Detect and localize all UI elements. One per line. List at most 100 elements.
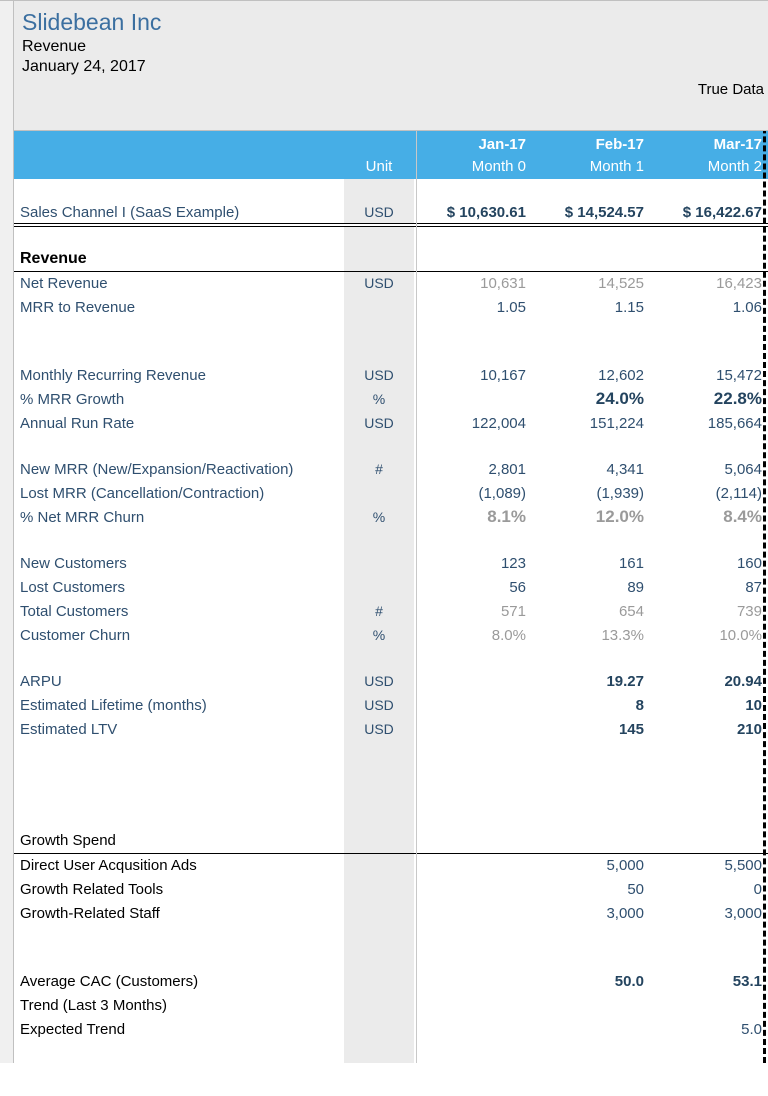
v2: 10.0% bbox=[650, 623, 768, 647]
unit: USD bbox=[344, 669, 414, 693]
label: Lost MRR (Cancellation/Contraction) bbox=[14, 481, 344, 505]
row-ltv[interactable]: Estimated LTVUSD145210 bbox=[14, 717, 768, 741]
v0: 10,167 bbox=[414, 363, 532, 387]
unit: # bbox=[344, 599, 414, 623]
label: ARPU bbox=[14, 669, 344, 693]
row-lost-cust[interactable]: Lost Customers568987 bbox=[14, 575, 768, 599]
unit: % bbox=[344, 505, 414, 529]
v0 bbox=[414, 969, 532, 993]
v1: 50 bbox=[532, 877, 650, 901]
sales-channel-v1: $ 14,524.57 bbox=[532, 201, 650, 225]
label: Monthly Recurring Revenue bbox=[14, 363, 344, 387]
unit: USD bbox=[344, 363, 414, 387]
label: New Customers bbox=[14, 551, 344, 575]
unit bbox=[344, 551, 414, 575]
v0 bbox=[414, 901, 532, 925]
revenue-table: Jan-17 Feb-17 Mar-17 Unit Month 0 Month … bbox=[14, 131, 768, 1063]
month-index-row[interactable]: Unit Month 0 Month 1 Month 2 bbox=[14, 155, 768, 179]
label: Trend (Last 3 Months) bbox=[14, 993, 344, 1017]
sales-channel-v2: $ 16,422.67 bbox=[650, 201, 768, 225]
header-block: Slidebean Inc Revenue January 24, 2017 T… bbox=[14, 1, 768, 131]
v0: 56 bbox=[414, 575, 532, 599]
unit bbox=[344, 575, 414, 599]
v0: (1,089) bbox=[414, 481, 532, 505]
v0 bbox=[414, 693, 532, 717]
v2: 5,064 bbox=[650, 457, 768, 481]
unit bbox=[344, 481, 414, 505]
v1: 50.0 bbox=[532, 969, 650, 993]
row-number-gutter bbox=[0, 1, 14, 1063]
col-idx-0: Month 0 bbox=[414, 155, 532, 179]
row-arr[interactable]: Annual Run RateUSD122,004151,224185,664 bbox=[14, 411, 768, 435]
v1: 654 bbox=[532, 599, 650, 623]
row-exp-trend[interactable]: Expected Trend 5.0 bbox=[14, 1017, 768, 1041]
row-net-revenue[interactable]: Net RevenueUSD10,63114,52516,423 bbox=[14, 271, 768, 295]
label: Expected Trend bbox=[14, 1017, 344, 1041]
v2: 739 bbox=[650, 599, 768, 623]
row-new-cust[interactable]: New Customers123161160 bbox=[14, 551, 768, 575]
row-mrr[interactable]: Monthly Recurring RevenueUSD10,16712,602… bbox=[14, 363, 768, 387]
col-month-1[interactable]: Feb-17 bbox=[532, 131, 650, 155]
row-trend3[interactable]: Trend (Last 3 Months) bbox=[14, 993, 768, 1017]
row-cust-churn[interactable]: Customer Churn%8.0%13.3%10.0% bbox=[14, 623, 768, 647]
label: Customer Churn bbox=[14, 623, 344, 647]
v2: 5.0 bbox=[650, 1017, 768, 1041]
v0: 123 bbox=[414, 551, 532, 575]
v1: 14,525 bbox=[532, 271, 650, 295]
v2: 87 bbox=[650, 575, 768, 599]
v1: 151,224 bbox=[532, 411, 650, 435]
row-arpu[interactable]: ARPUUSD19.2720.94 bbox=[14, 669, 768, 693]
v1: 4,341 bbox=[532, 457, 650, 481]
report-subtitle: Revenue bbox=[22, 38, 760, 56]
company-name: Slidebean Inc bbox=[22, 9, 760, 36]
v1: 5,000 bbox=[532, 853, 650, 877]
v0 bbox=[414, 1017, 532, 1041]
unit bbox=[344, 969, 414, 993]
unit bbox=[344, 853, 414, 877]
row-mrr-to-revenue[interactable]: MRR to Revenue1.051.151.06 bbox=[14, 295, 768, 319]
v1: 145 bbox=[532, 717, 650, 741]
unit bbox=[344, 1017, 414, 1041]
label: Average CAC (Customers) bbox=[14, 969, 344, 993]
v1: 13.3% bbox=[532, 623, 650, 647]
row-lost-mrr[interactable]: Lost MRR (Cancellation/Contraction) (1,08… bbox=[14, 481, 768, 505]
month-header-row[interactable]: Jan-17 Feb-17 Mar-17 bbox=[14, 131, 768, 155]
row-ads[interactable]: Direct User Acqusition Ads5,0005,500 bbox=[14, 853, 768, 877]
v1: 8 bbox=[532, 693, 650, 717]
v1: (1,939) bbox=[532, 481, 650, 505]
v0 bbox=[414, 853, 532, 877]
row-staff[interactable]: Growth-Related Staff3,0003,000 bbox=[14, 901, 768, 925]
unit bbox=[344, 993, 414, 1017]
row-tools[interactable]: Growth Related Tools 500 bbox=[14, 877, 768, 901]
label: Growth Related Tools bbox=[14, 877, 344, 901]
v2: 210 bbox=[650, 717, 768, 741]
unit: % bbox=[344, 387, 414, 411]
unit: # bbox=[344, 457, 414, 481]
row-total-cust[interactable]: Total Customers#571654739 bbox=[14, 599, 768, 623]
v2: 10 bbox=[650, 693, 768, 717]
row-avg-cac[interactable]: Average CAC (Customers) 50.053.1 bbox=[14, 969, 768, 993]
label: Estimated Lifetime (months) bbox=[14, 693, 344, 717]
unit-header: Unit bbox=[344, 155, 414, 179]
v2 bbox=[650, 993, 768, 1017]
v2: 0 bbox=[650, 877, 768, 901]
col-month-0[interactable]: Jan-17 bbox=[414, 131, 532, 155]
row-mrr-growth[interactable]: % MRR Growth%24.0%22.8% bbox=[14, 387, 768, 411]
report-date: January 24, 2017 bbox=[22, 58, 760, 76]
row-net-mrr-churn[interactable]: % Net MRR Churn%8.1%12.0%8.4% bbox=[14, 505, 768, 529]
v2: 16,423 bbox=[650, 271, 768, 295]
v1: 24.0% bbox=[532, 387, 650, 411]
label: Growth-Related Staff bbox=[14, 901, 344, 925]
true-data-label: True Data bbox=[698, 81, 764, 98]
row-lifetime[interactable]: Estimated Lifetime (months)USD810 bbox=[14, 693, 768, 717]
row-new-mrr[interactable]: New MRR (New/Expansion/Reactivation)#2,8… bbox=[14, 457, 768, 481]
v0 bbox=[414, 387, 532, 411]
sales-channel-unit: USD bbox=[344, 201, 414, 225]
v0 bbox=[414, 993, 532, 1017]
row-sales-channel[interactable]: Sales Channel I (SaaS Example) USD $ 10,… bbox=[14, 201, 768, 225]
v2: 53.1 bbox=[650, 969, 768, 993]
unit bbox=[344, 295, 414, 319]
label: Estimated LTV bbox=[14, 717, 344, 741]
v0: 8.1% bbox=[414, 505, 532, 529]
col-month-2[interactable]: Mar-17 bbox=[650, 131, 768, 155]
